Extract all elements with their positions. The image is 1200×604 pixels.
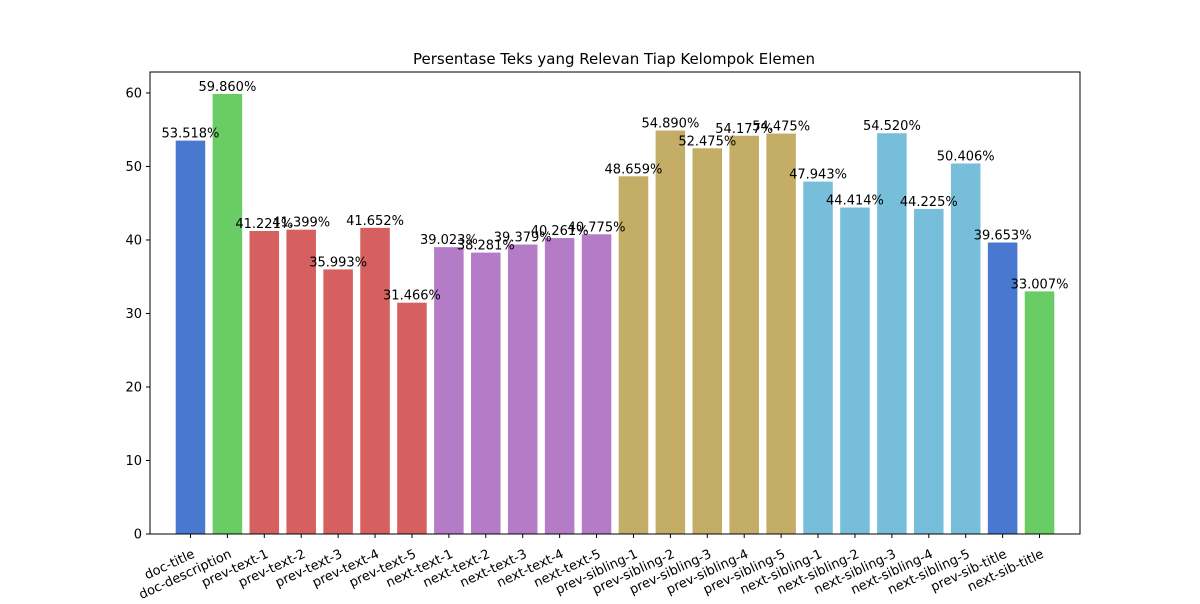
bar-next-sibling-1 [803,181,833,534]
bar-prev-text-1 [249,230,280,535]
data-label-prev-text-1: 41.221% [235,217,293,232]
y-tick-label: 30 [125,307,142,322]
y-tick-label: 50 [125,160,142,175]
data-label-prev-sibling-5: 54.475% [752,120,810,135]
data-label-next-text-5: 40.775% [568,220,626,235]
bar-prev-text-4 [360,227,390,534]
bar-prev-text-5 [397,302,427,534]
bar-doc-title [175,140,206,534]
data-label-next-sibling-5: 50.406% [937,149,995,164]
bar-prev-text-2 [286,229,316,534]
data-label-prev-sibling-3: 52.475% [678,134,736,149]
data-label-prev-text-2: 41.399% [272,216,330,231]
data-label-doc-description: 59.860% [198,80,256,95]
y-tick-label: 60 [125,86,142,101]
data-label-prev-sib-title: 39.653% [974,229,1032,244]
data-label-prev-sibling-4: 54.177% [715,122,773,137]
bar-next-sibling-4 [914,208,944,534]
y-tick-label: 10 [125,454,142,469]
data-label-prev-sibling-1: 48.659% [605,162,663,177]
bar-next-sibling-2 [840,207,870,534]
bar-next-text-3 [507,244,538,534]
bar-next-sibling-5 [950,163,981,534]
bar-prev-sibling-5 [766,133,796,534]
bar-doc-description [212,93,243,534]
data-label-next-sibling-1: 47.943% [789,168,847,183]
data-label-next-sibling-2: 44.414% [826,194,884,209]
bar-prev-text-3 [323,269,353,534]
data-label-prev-text-4: 41.652% [346,214,404,229]
data-label-next-text-2: 38.281% [457,239,515,254]
bar-next-text-2 [471,252,501,534]
data-label-next-sib-title: 33.007% [1011,277,1069,292]
bar-next-text-5 [581,234,612,534]
bar-next-sibling-3 [877,133,907,535]
bar-prev-sibling-3 [692,148,723,534]
bar-prev-sibling-1 [618,176,649,534]
data-label-next-text-1: 39.023% [420,233,478,248]
bar-next-sib-title [1024,291,1055,534]
chart-title: Persentase Teks yang Relevan Tiap Kelomp… [413,50,815,68]
data-label-prev-text-3: 35.993% [309,255,367,270]
data-label-prev-text-5: 31.466% [383,289,441,304]
y-tick-label: 0 [134,528,142,543]
data-label-doc-title: 53.518% [162,127,220,142]
plot-area-frame [149,71,1081,535]
data-label-next-text-3: 39.379% [494,231,552,246]
bar-prev-sib-title [987,242,1018,534]
data-label-next-sibling-3: 54.520% [863,119,921,134]
bar-next-text-1 [434,247,464,534]
data-label-next-sibling-4: 44.225% [900,195,958,210]
y-tick-label: 20 [125,380,142,395]
data-label-next-text-4: 40.261% [531,224,589,239]
bar-next-text-4 [544,238,575,535]
bar-prev-sibling-4 [729,135,759,534]
data-label-prev-sibling-2: 54.890% [641,117,699,132]
y-tick-label: 40 [125,233,142,248]
bar-prev-sibling-2 [655,130,686,534]
